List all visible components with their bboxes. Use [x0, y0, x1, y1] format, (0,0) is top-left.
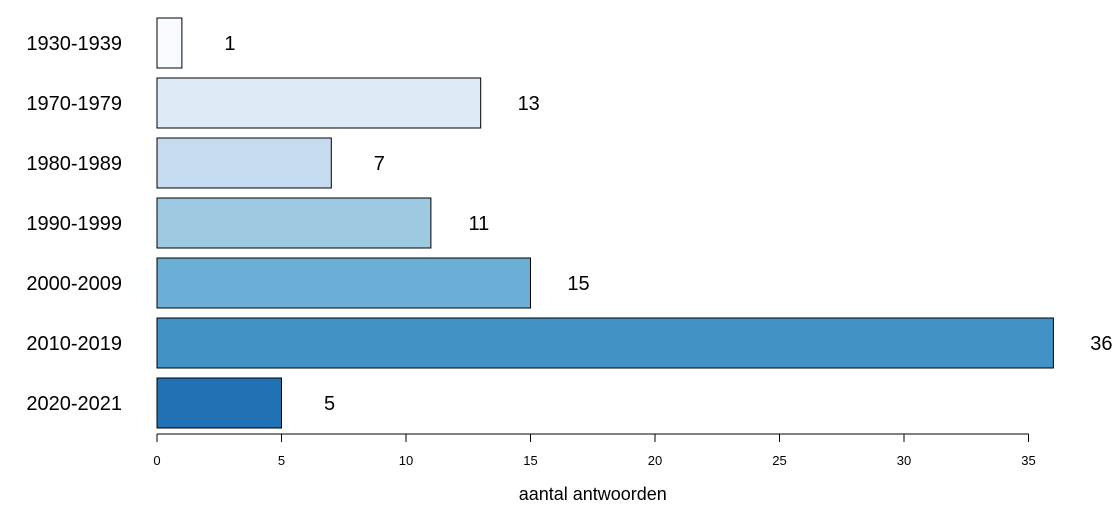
- value-label: 36: [1090, 333, 1112, 355]
- value-label: 13: [518, 93, 540, 115]
- bar-2020-2021: [156, 377, 282, 429]
- x-tick-label: 0: [153, 453, 160, 468]
- value-labels-group: 1 13 7 11 15 36 5: [224, 33, 1112, 415]
- category-label: 1980-1989: [26, 153, 122, 175]
- bar-1930-1939: [156, 17, 183, 69]
- value-label: 5: [324, 393, 335, 415]
- x-tick-label: 35: [1021, 453, 1035, 468]
- value-label: 11: [469, 213, 490, 235]
- category-labels-group: 1930-1939 1970-1979 1980-1989 1990-1999 2000…: [26, 33, 122, 415]
- x-tick-label: 15: [523, 453, 537, 468]
- bar-1970-1979: [156, 77, 482, 129]
- category-label: 2020-2021: [26, 393, 122, 415]
- category-label: 2000-2009: [26, 273, 122, 295]
- value-label: 1: [224, 33, 235, 55]
- x-tick-label: 30: [897, 453, 911, 468]
- bar-2000-2009: [156, 257, 531, 309]
- bar-1990-1999: [156, 197, 432, 249]
- category-label: 1970-1979: [26, 93, 122, 115]
- x-tick-label: 10: [399, 453, 413, 468]
- category-label: 1930-1939: [26, 33, 122, 55]
- value-label: 15: [567, 273, 589, 295]
- bar-2010-2019: [156, 317, 1054, 369]
- x-tick-label: 20: [648, 453, 662, 468]
- bars-group: [156, 17, 1054, 429]
- x-ticks-group: 0 5 10 15 20 25 30 35: [153, 434, 1036, 468]
- x-tick-label: 5: [278, 453, 285, 468]
- category-label: 2010-2019: [26, 333, 122, 355]
- bar-1980-1989: [156, 137, 332, 189]
- x-tick-label: 25: [772, 453, 786, 468]
- value-label: 7: [374, 153, 385, 175]
- x-axis: 0 5 10 15 20 25 30 35: [153, 433, 1036, 468]
- category-label: 1990-1999: [26, 213, 122, 235]
- x-axis-title: aantal antwoorden: [519, 484, 667, 504]
